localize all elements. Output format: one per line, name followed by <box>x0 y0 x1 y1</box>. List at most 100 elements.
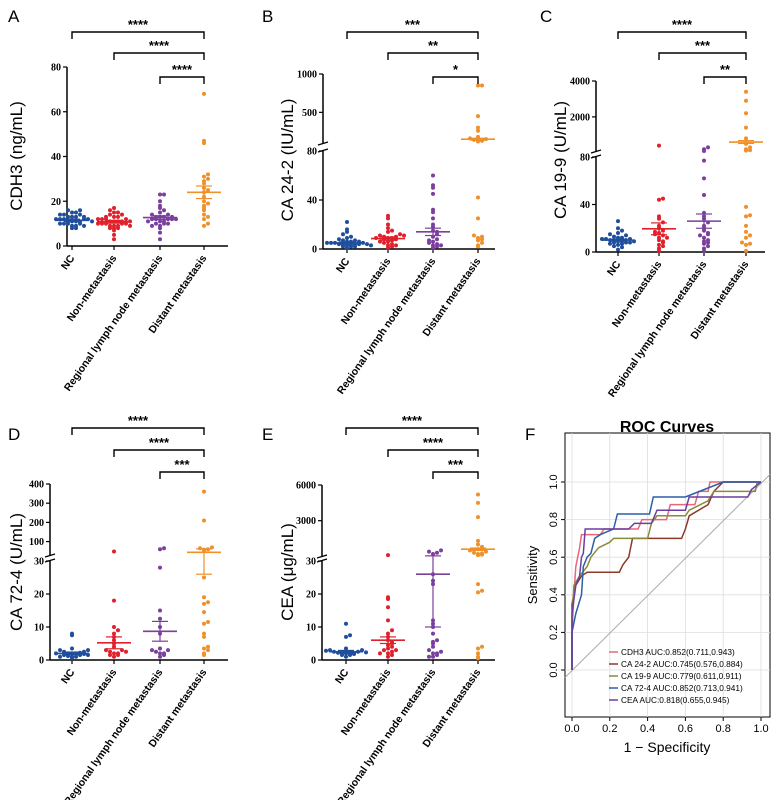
y-tick-label: 200 <box>29 518 44 529</box>
data-point <box>744 235 748 240</box>
data-point <box>112 651 116 656</box>
significance-stars: **** <box>128 413 149 428</box>
data-point <box>435 242 439 247</box>
data-point <box>202 205 206 210</box>
group-points <box>150 546 170 659</box>
data-point <box>158 654 162 659</box>
data-point <box>427 549 431 554</box>
y-tick-label: 40 <box>51 152 61 163</box>
data-point <box>476 216 480 221</box>
data-point <box>162 208 166 213</box>
data-point <box>480 234 484 239</box>
data-point <box>116 651 120 656</box>
data-point <box>58 648 62 653</box>
significance-stars: **** <box>149 38 170 53</box>
data-point <box>472 233 476 238</box>
data-point <box>431 644 435 649</box>
data-point <box>431 191 435 196</box>
data-point <box>744 248 748 253</box>
data-point <box>431 654 435 659</box>
data-point <box>58 221 62 226</box>
group-points <box>740 89 752 253</box>
data-point <box>162 192 166 197</box>
group-points <box>427 173 443 250</box>
data-point <box>390 649 394 654</box>
data-point <box>476 590 480 595</box>
y-tick-label: 4000 <box>570 77 590 88</box>
data-point <box>202 595 206 600</box>
data-point <box>431 651 435 656</box>
y-tick-label: 400 <box>29 480 44 491</box>
y-tick-label: 0 <box>39 656 44 667</box>
data-point <box>431 222 435 227</box>
data-point <box>386 643 390 648</box>
y-tick-label: 3000 <box>296 516 316 527</box>
data-point <box>431 243 435 248</box>
y-tick-label: 40 <box>307 196 317 207</box>
data-point <box>476 651 480 656</box>
data-point <box>96 217 100 222</box>
data-point <box>70 646 74 651</box>
data-point <box>202 91 206 96</box>
data-point <box>166 648 170 653</box>
data-point <box>480 83 484 88</box>
data-point <box>150 648 154 653</box>
y-tick-label: 0.4 <box>548 587 560 602</box>
data-point <box>431 639 435 644</box>
data-point <box>158 565 162 570</box>
data-point <box>202 634 206 639</box>
y-axis-label: CDH3 (ng/mL) <box>7 101 26 211</box>
panel-b: BCA 24-2 (IU/mL)040805001000NCNon-metast… <box>262 7 495 397</box>
y-tick-label: 10 <box>34 623 44 634</box>
data-point <box>70 223 74 228</box>
data-point <box>744 98 748 103</box>
data-point <box>386 226 390 231</box>
y-tick-label: 0.0 <box>548 662 560 677</box>
data-point <box>158 616 162 621</box>
data-point <box>431 207 435 212</box>
panel-f: F ROC Curves 0.0 0.0 0.2 0.2 0.4 0.4 0.6 0.6 0.8 0.… <box>525 419 771 755</box>
data-point <box>744 125 748 130</box>
data-point <box>390 644 394 649</box>
group-points <box>325 220 373 250</box>
data-point <box>476 654 480 659</box>
data-point <box>665 235 669 240</box>
data-point <box>744 89 748 94</box>
data-point <box>112 631 116 636</box>
group-points <box>698 145 710 253</box>
x-tick-label: 0.8 <box>716 723 731 735</box>
data-point <box>324 648 328 653</box>
data-point <box>70 654 74 659</box>
roc-curve <box>571 481 761 670</box>
significance-bracket <box>345 427 479 435</box>
group-points <box>653 143 669 253</box>
significance-stars: **** <box>402 413 423 428</box>
data-point <box>364 650 368 655</box>
panel-c: CCA 19-9 (U/mL)0408020004000NCNon-metast… <box>540 7 765 400</box>
data-point <box>349 234 353 239</box>
data-point <box>386 213 390 218</box>
data-point <box>78 212 82 217</box>
y-axis-label: Sensitivity <box>525 545 540 604</box>
data-point <box>162 219 166 224</box>
data-point <box>206 201 210 206</box>
data-point <box>386 654 390 659</box>
data-point <box>112 214 116 219</box>
data-point <box>378 651 382 656</box>
significance-stars: *** <box>174 457 190 472</box>
data-point <box>202 174 206 179</box>
data-point <box>657 235 661 240</box>
y-tick-label: 300 <box>29 499 44 510</box>
data-point <box>202 217 206 222</box>
data-point <box>348 633 352 638</box>
data-point <box>104 214 108 219</box>
data-point <box>58 654 62 659</box>
data-point <box>386 646 390 651</box>
data-point <box>702 239 706 244</box>
data-point <box>202 199 206 204</box>
data-point <box>744 242 748 247</box>
data-point <box>616 226 620 231</box>
data-point <box>369 243 373 248</box>
y-tick-label: 2000 <box>570 112 590 123</box>
